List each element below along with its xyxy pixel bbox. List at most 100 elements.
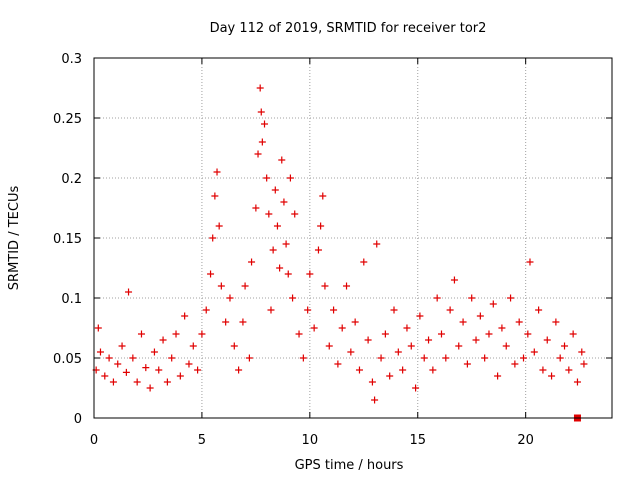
plot-frame [93,57,613,419]
data-point [96,348,104,356]
data-point [291,210,299,218]
data-point [235,366,243,374]
data-points [92,84,588,422]
data-point [463,360,471,368]
y-tick-label: 0 [74,412,82,427]
data-point [150,348,158,356]
data-point [455,342,463,350]
data-point [420,354,428,362]
y-tick-label: 0.05 [53,352,82,367]
data-point [371,396,379,404]
data-point [373,240,381,248]
data-point [209,234,217,242]
data-point [360,258,368,266]
x-tick-label: 0 [90,433,98,448]
data-point [489,300,497,308]
data-point [403,324,411,332]
y-axis-label: SRMTID / TECUs [7,186,22,291]
data-point [198,330,206,338]
data-point [280,198,288,206]
data-point [125,288,133,296]
data-point [304,306,312,314]
data-point [222,318,230,326]
data-point [407,342,415,350]
data-point [539,366,547,374]
data-point [289,294,297,302]
data-point [207,270,215,278]
data-point [416,312,424,320]
data-point [535,306,543,314]
data-point [437,330,445,338]
data-point [446,306,454,314]
data-point [330,306,338,314]
data-point [211,192,219,200]
data-point [526,258,534,266]
data-point [347,348,355,356]
data-point [213,168,221,176]
data-point [494,372,502,380]
data-point [267,306,275,314]
data-point [355,366,363,374]
data-point [252,204,260,212]
chart-title: Day 112 of 2019, SRMTID for receiver tor… [210,21,487,36]
data-point [230,342,238,350]
x-tick-label: 15 [409,433,426,448]
data-point [580,360,588,368]
data-point [278,156,286,164]
data-point [155,366,163,374]
data-point [172,330,180,338]
data-point [343,282,351,290]
data-point [511,360,519,368]
data-point [578,348,586,356]
data-point [565,366,573,374]
data-point [256,84,264,92]
data-point [122,368,130,376]
data-point [381,330,389,338]
data-point [245,354,253,362]
data-point [364,336,372,344]
data-point [476,312,484,320]
data-point [429,366,437,374]
data-point [412,384,420,392]
data-point [386,372,394,380]
data-point [146,384,154,392]
data-point [114,360,122,368]
data-point [94,324,102,332]
data-point [286,174,294,182]
data-point [273,222,281,230]
data-point [321,282,329,290]
data-point [317,222,325,230]
data-point [377,354,385,362]
data-point [276,264,284,272]
data-point [515,318,523,326]
data-point [334,360,342,368]
data-point [282,240,290,248]
data-point [425,336,433,344]
data-point [257,108,265,116]
y-tick-label: 0.25 [53,112,82,127]
data-point [520,354,528,362]
data-point [163,378,171,386]
data-point [176,372,184,380]
data-point [481,354,489,362]
data-point [241,282,249,290]
data-point [189,342,197,350]
data-point [472,336,480,344]
data-point [459,318,467,326]
data-point [394,348,402,356]
data-point [194,366,202,374]
data-point [543,336,551,344]
data-point [261,120,269,128]
data-point [105,354,113,362]
y-tick-label: 0.3 [61,52,82,67]
data-point [450,276,458,284]
data-point [129,354,137,362]
data-point [185,360,193,368]
data-point [351,318,359,326]
axis-ticks: 0 0.05 0.1 0.15 0.2 0.25 0.3 0 5 10 15 20 [53,52,612,448]
data-point [215,222,223,230]
data-point [552,318,560,326]
data-point [325,342,333,350]
data-point [168,354,176,362]
data-point [507,294,515,302]
